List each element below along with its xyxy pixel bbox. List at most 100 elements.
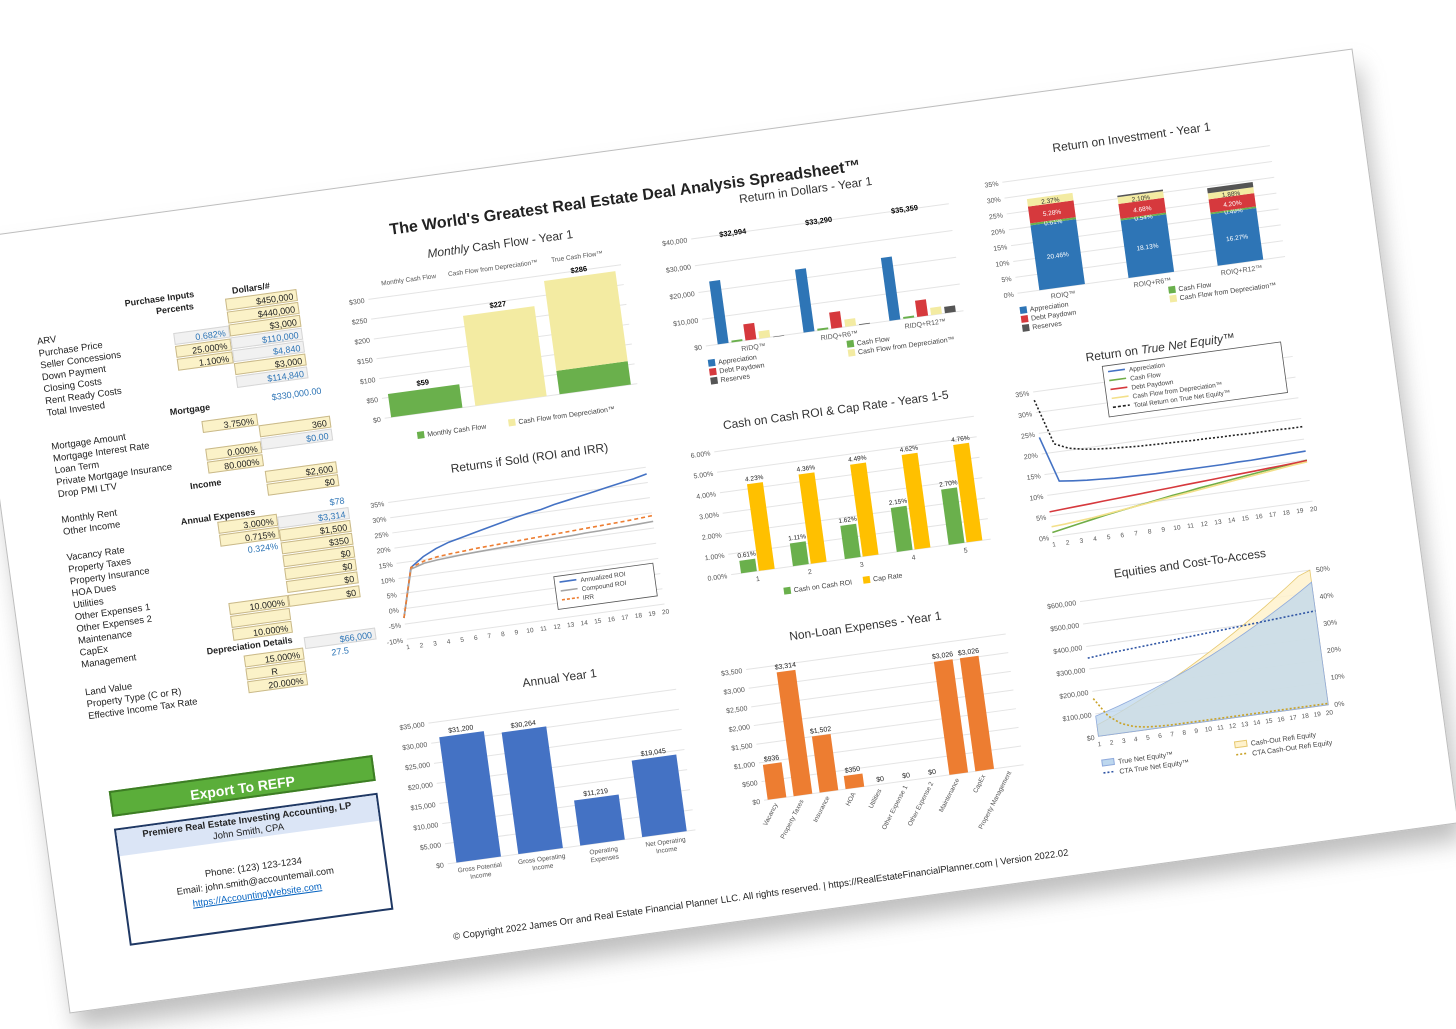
- rid-bar: [944, 305, 956, 314]
- eq-x-tick: 6: [1158, 733, 1163, 740]
- rid-gridline: [691, 203, 949, 240]
- rid-gridline: [702, 283, 960, 320]
- coc-legend-swatch: [862, 575, 871, 584]
- ay1-y-tick: $10,000: [413, 822, 439, 832]
- mcf-y-tick: $50: [366, 397, 379, 406]
- interest-rate-pct[interactable]: 3.750%: [201, 413, 259, 434]
- ay1-y-tick: $15,000: [410, 802, 436, 812]
- coc-data-label: 0.61%: [737, 551, 756, 560]
- rid-y-tick: $30,000: [666, 264, 692, 274]
- roi-data-label: 4.68%: [1133, 205, 1152, 214]
- mcf-category-label: Cash Flow from Depreciation™: [448, 259, 538, 278]
- rid-bar: [914, 299, 929, 318]
- ris-x-tick: 19: [648, 610, 656, 618]
- roi-gridline: [1002, 145, 1270, 183]
- ay1-y-tick: $30,000: [402, 742, 428, 752]
- roi-bar-segment: [1117, 189, 1164, 198]
- ris-gridline: [388, 466, 646, 504]
- rtne-x-tick: 1: [1052, 541, 1057, 548]
- eq-y-tick-left: $200,000: [1059, 690, 1089, 701]
- ris-legend-box: [553, 562, 658, 610]
- ris-x-tick: 3: [433, 640, 438, 647]
- ris-x-tick: 16: [607, 616, 615, 624]
- roi-category-label: ROIQ™: [1050, 290, 1076, 300]
- eq-x-tick: 5: [1146, 734, 1151, 741]
- eq-x-tick: 9: [1194, 728, 1199, 735]
- ris-y-tick: 30%: [372, 516, 387, 525]
- ris-series-line: [403, 473, 647, 619]
- rtne-series-line: [1038, 437, 1306, 482]
- ay1-category-label-line2: Income: [656, 846, 678, 856]
- ay1-gridline: [428, 688, 677, 724]
- eq-series-line: [1087, 610, 1316, 659]
- ris-x-tick: 17: [621, 614, 629, 622]
- roi-bar-segment: [1207, 182, 1254, 194]
- coc-bar: [746, 482, 775, 571]
- rtne-x-tick: 13: [1214, 519, 1222, 527]
- coc-y-tick: 5.00%: [693, 471, 714, 481]
- rid-total-label: $33,290: [805, 215, 833, 228]
- roi-bar-segment: [1118, 197, 1166, 219]
- nle-y-tick: $2,500: [726, 705, 748, 715]
- ris-gridline: [398, 542, 657, 580]
- rtne-x-tick: 18: [1282, 509, 1290, 517]
- rtne-gridline: [1038, 397, 1299, 434]
- coc-data-label: 2.15%: [888, 498, 907, 507]
- rid-y-tick: $40,000: [662, 238, 688, 248]
- nle-bar: [811, 734, 839, 793]
- coc-category-label: 4: [911, 554, 916, 561]
- ris-x-tick: 9: [514, 629, 519, 636]
- eq-x-tick: 8: [1182, 729, 1187, 736]
- nle-bar: [762, 762, 787, 800]
- eq-y-tick-left: $0: [1086, 735, 1095, 743]
- accountant-contact-card: Premiere Real Estate Investing Accountin…: [113, 792, 394, 946]
- rtne-y-tick: 35%: [1015, 391, 1030, 400]
- coc-y-tick: 2.00%: [702, 532, 723, 542]
- rtne-x-tick: 3: [1079, 538, 1084, 545]
- return-true-net-equity-chart: 0%5%10%15%20%25%30%35%1 2 3 4 5 6 7 8 9 10 11 12 13 1…: [1015, 341, 1318, 549]
- coc-bar: [850, 462, 879, 557]
- annual-year1-chart: $0 $5,000 $10,000 $15,000 $20,000 $25,000 $30,…: [399, 688, 696, 881]
- eq-legend-swatch: [1103, 770, 1116, 774]
- coc-y-tick: 0.00%: [707, 573, 728, 583]
- mcf-category-label: Monthly Cash Flow: [381, 273, 437, 287]
- rtne-y-tick: 25%: [1021, 432, 1036, 441]
- ris-x-tick: 13: [567, 621, 575, 629]
- nle-data-label: $1,502: [810, 726, 832, 736]
- coc-y-tick: 4.00%: [696, 491, 717, 501]
- nle-gridline: [746, 633, 1006, 671]
- eq-x-tick: 20: [1325, 709, 1333, 717]
- rtne-x-tick: 15: [1241, 515, 1249, 523]
- rid-total-label: $32,994: [719, 226, 748, 239]
- ris-x-tick: 10: [526, 627, 534, 635]
- roi-category-label: ROIQ+R6™: [1133, 277, 1172, 289]
- roi-bar-segment: [1026, 192, 1074, 207]
- roi-legend-entry: Cash Flow: [1178, 282, 1213, 294]
- nle-bar: [959, 655, 995, 772]
- eq-y-tick-left: $300,000: [1056, 667, 1086, 678]
- eq-x-tick: 16: [1277, 716, 1285, 724]
- ris-y-tick: 20%: [376, 547, 391, 556]
- coc-category-label: 1: [756, 576, 761, 583]
- ris-x-tick: 11: [540, 625, 548, 633]
- roi-year1-chart: 0% 5% 10% 15% 20% 25% 30% 35% 20.46% 0.61%5.28% 2.…: [984, 145, 1286, 332]
- ris-y-tick: 10%: [380, 577, 395, 586]
- ris-x-tick: 20: [662, 608, 670, 616]
- rid-gridline: [698, 256, 957, 293]
- coc-bar: [789, 541, 809, 567]
- rtne-x-tick: 16: [1255, 513, 1263, 521]
- ay1-y-tick: $25,000: [405, 762, 431, 772]
- rtne-y-tick: 0%: [1039, 535, 1050, 543]
- nle-category-label: HOA: [845, 791, 858, 807]
- rtne-legend-swatch: [1109, 377, 1127, 382]
- mcf-legend-entry: Monthly Cash Flow: [427, 423, 488, 438]
- ay1-category-label-line2: Expenses: [590, 853, 620, 864]
- rid-legend-swatch: [707, 358, 716, 367]
- rid-bar: [880, 256, 901, 321]
- nle-category-label: Insurance: [812, 795, 831, 824]
- coc-bar: [953, 442, 983, 543]
- coc-data-label: 4.62%: [899, 445, 918, 454]
- coc-category-label: 2: [808, 569, 813, 576]
- roi-gridline: [1004, 160, 1273, 199]
- eq-y-tick-left: $400,000: [1053, 645, 1083, 656]
